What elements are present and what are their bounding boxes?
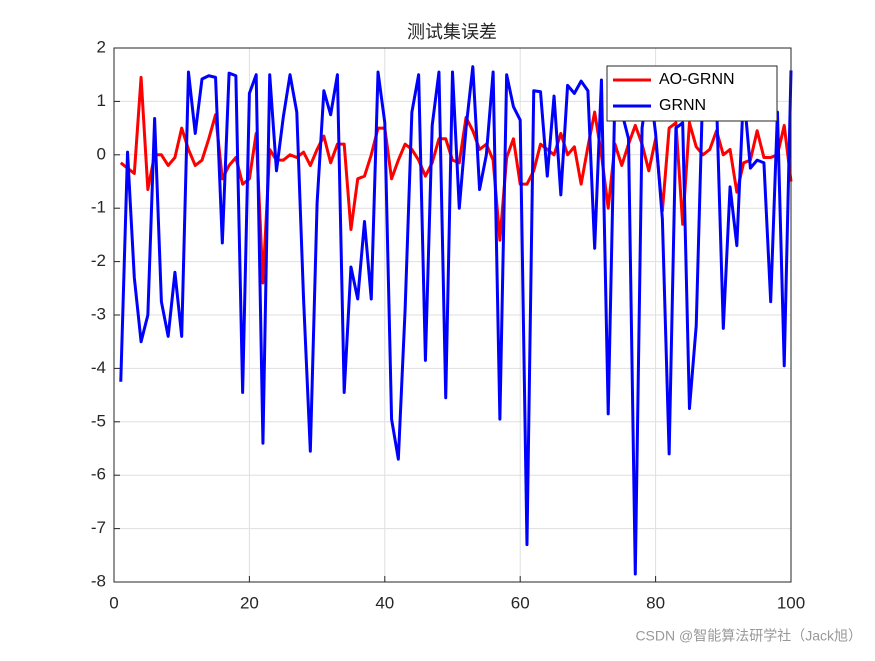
- y-tick-label: 2: [97, 37, 106, 56]
- y-tick-label: 0: [97, 144, 106, 163]
- x-tick-label: 20: [240, 593, 259, 612]
- y-tick-label: -2: [91, 251, 106, 270]
- x-tick-label: 60: [511, 593, 530, 612]
- x-tick-label: 0: [109, 593, 118, 612]
- y-tick-label: -4: [91, 358, 106, 377]
- chart-title: 测试集误差: [407, 22, 497, 43]
- y-tick-label: -6: [91, 465, 106, 484]
- y-tick-label: -8: [91, 571, 106, 590]
- watermark: CSDN @智能算法研学社（Jack旭）: [635, 628, 862, 644]
- y-tick-label: -3: [91, 304, 106, 323]
- legend-box: [606, 65, 778, 122]
- y-tick-label: 1: [97, 91, 106, 110]
- y-tick-label: -5: [91, 411, 106, 430]
- x-tick-label: 100: [777, 593, 805, 612]
- legend-label: AO-GRNN: [659, 71, 735, 88]
- x-tick-label: 40: [375, 593, 394, 612]
- legend-label: GRNN: [659, 97, 706, 114]
- data-line: [119, 65, 793, 576]
- y-tick-label: -1: [91, 198, 106, 217]
- y-tick-label: -7: [91, 518, 106, 537]
- x-tick-label: 80: [646, 593, 665, 612]
- axes-box: [113, 47, 792, 583]
